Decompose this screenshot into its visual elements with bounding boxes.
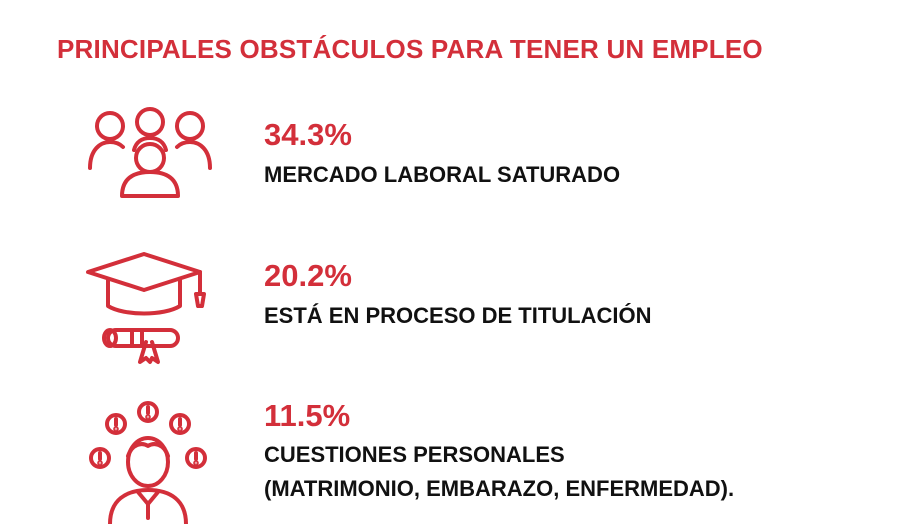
- obstacle-label: CUESTIONES PERSONALES (MATRIMONIO, EMBAR…: [264, 438, 734, 506]
- page-title: PRINCIPALES OBSTÁCULOS PARA TENER UN EMP…: [57, 34, 763, 64]
- label-line: MERCADO LABORAL SATURADO: [264, 162, 621, 187]
- person-exclamation-icon: [86, 400, 210, 524]
- percentage-value: 34.3%: [264, 117, 352, 152]
- label-line: (MATRIMONIO, EMBARAZO, ENFERMEDAD).: [264, 476, 735, 501]
- graduation-cap-diploma-icon: [84, 250, 206, 368]
- percentage-value: 20.2%: [264, 258, 352, 293]
- obstacle-label: ESTÁ EN PROCESO DE TITULACIÓN: [264, 299, 651, 333]
- label-line: ESTÁ EN PROCESO DE TITULACIÓN: [264, 303, 652, 328]
- label-line: CUESTIONES PERSONALES: [264, 442, 565, 467]
- people-group-icon: [86, 106, 214, 198]
- percentage-value: 11.5%: [264, 398, 351, 433]
- obstacle-label: MERCADO LABORAL SATURADO: [264, 158, 620, 192]
